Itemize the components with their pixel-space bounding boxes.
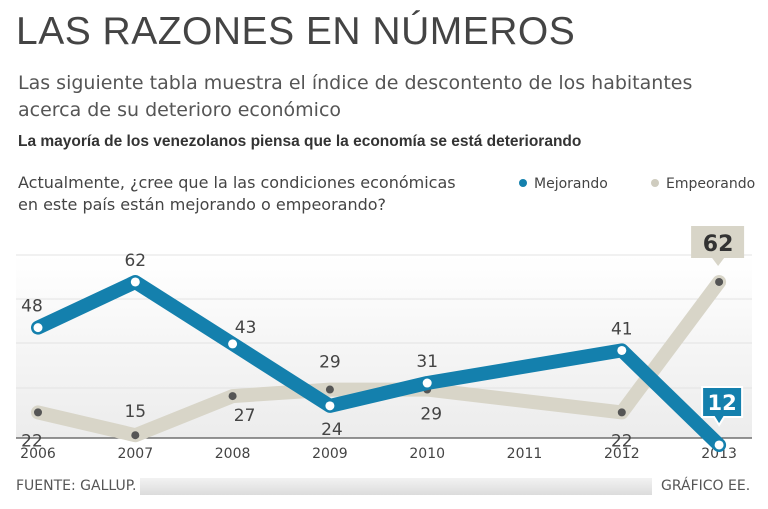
x-tick-label-2013: 2013: [701, 446, 737, 462]
data-point-mejorando-2009: [325, 401, 335, 411]
data-label-empeorando-2012: 22: [611, 431, 633, 451]
footer-divider: [140, 478, 652, 495]
legend-swatch-mejorando: [519, 179, 527, 187]
legend-swatch-empeorando: [651, 179, 659, 187]
data-label-empeorando-2008: 27: [234, 406, 256, 426]
legend-label-mejorando: Mejorando: [534, 176, 608, 192]
data-point-mejorando-2007: [130, 277, 140, 287]
source-note: FUENTE: GALLUP.: [16, 478, 137, 494]
data-point-empeorando-2008: [228, 392, 237, 401]
data-label-mejorando-2006: 48: [21, 297, 43, 317]
data-label-mejorando-2010: 31: [416, 352, 438, 372]
data-point-mejorando-2013: [714, 440, 724, 450]
x-tick-label-2007: 2007: [117, 446, 153, 462]
callout-box-mejorando: [701, 385, 744, 427]
data-label-empeorando-2007: 15: [124, 402, 146, 422]
legend-label-empeorando: Empeorando: [666, 176, 756, 192]
data-point-empeorando-2009: [325, 385, 334, 394]
data-label-mejorando-2008: 43: [235, 318, 257, 338]
x-tick-label-2008: 2008: [215, 446, 251, 462]
data-label-empeorando-2006: 22: [21, 431, 43, 451]
data-point-empeorando-2013: [715, 277, 724, 286]
data-label-empeorando-2010: 29: [420, 405, 442, 425]
x-tick-label-2006: 2006: [20, 446, 56, 462]
data-label-empeorando-2009: 29: [319, 353, 341, 373]
chart-headline: La mayoría de los venezolanos piensa que…: [18, 133, 582, 150]
data-point-mejorando-2006: [33, 323, 43, 333]
survey-question: Actualmente, ¿cree que la las condicione…: [18, 173, 456, 214]
graphic-credit: GRÁFICO EE.: [661, 478, 751, 494]
x-tick-label-2012: 2012: [604, 446, 640, 462]
x-tick-label-2010: 2010: [409, 446, 445, 462]
data-label-mejorando-2012: 41: [611, 319, 633, 339]
callout-value-mejorando: 12: [707, 391, 736, 415]
legend-item-mejorando: Mejorando: [519, 176, 608, 192]
x-tick-label-2011: 2011: [507, 446, 543, 462]
x-tick-label-2009: 2009: [312, 446, 348, 462]
chart-title: LAS RAZONES EN NÚMEROS: [16, 10, 576, 53]
chart-subtitle: Las siguiente tabla muestra el índice de…: [18, 72, 693, 121]
callout-box-empeorando: [691, 225, 745, 266]
data-point-mejorando-2008: [228, 339, 238, 349]
data-label-mejorando-2007: 62: [124, 251, 146, 271]
data-point-mejorando-2012: [617, 345, 627, 355]
callout-value-empeorando: 62: [703, 232, 734, 257]
data-label-mejorando-2009: 24: [321, 420, 343, 440]
data-point-mejorando-2010: [422, 378, 432, 388]
data-point-empeorando-2006: [34, 408, 42, 417]
legend-item-empeorando: Empeorando: [651, 176, 755, 192]
data-point-empeorando-2012: [617, 408, 626, 417]
data-point-empeorando-2007: [131, 431, 140, 440]
